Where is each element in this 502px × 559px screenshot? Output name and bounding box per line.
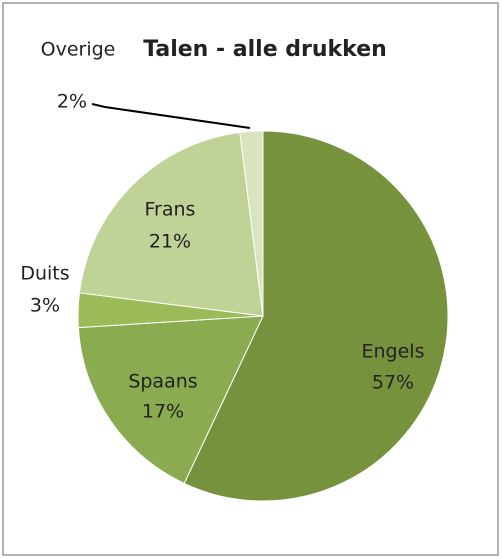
- value-label: 3%: [30, 295, 60, 317]
- slice-label: Overige: [41, 39, 116, 61]
- pie-slice: [183, 130, 449, 502]
- slice-label: Engels: [362, 341, 425, 363]
- pie-slice: [78, 131, 264, 317]
- pie-slice: [239, 130, 264, 317]
- slice-label: Spaans: [128, 371, 197, 393]
- slice-label: Frans: [145, 199, 196, 221]
- value-label: 17%: [142, 401, 184, 423]
- value-label: 2%: [57, 91, 87, 113]
- value-label: 21%: [149, 231, 191, 253]
- chart-title: Talen - alle drukken: [143, 37, 387, 62]
- leader-line: [91, 103, 251, 129]
- slice-label: Duits: [20, 263, 69, 285]
- pie-slice: [77, 315, 264, 485]
- value-label: 57%: [372, 372, 414, 394]
